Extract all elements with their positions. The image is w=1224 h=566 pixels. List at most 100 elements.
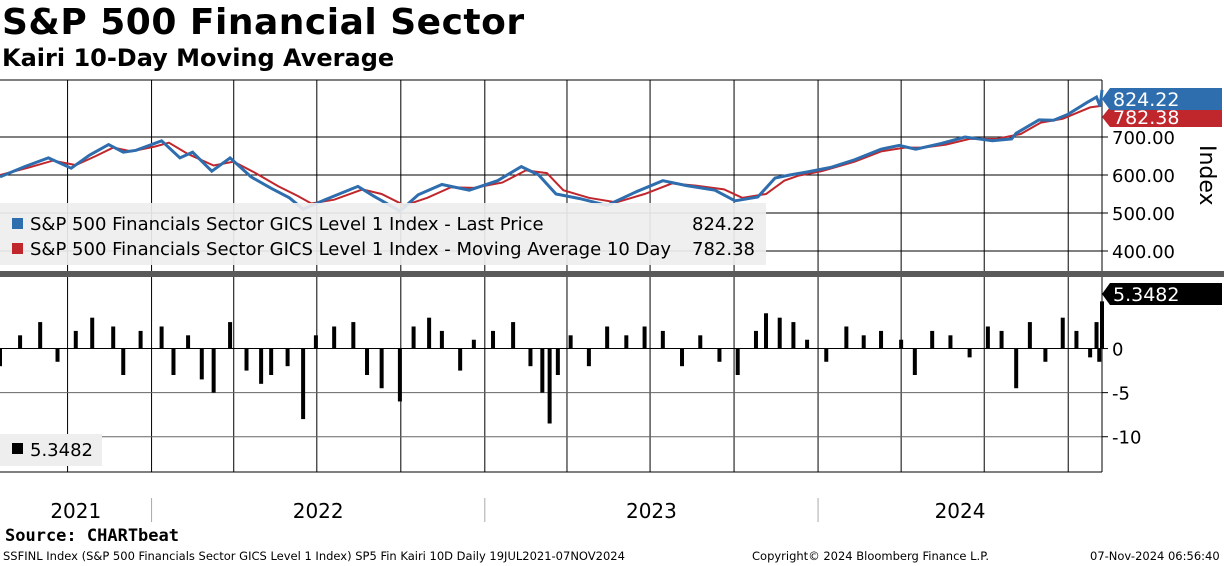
kairi-bar [199, 348, 204, 380]
kairi-bar [332, 326, 337, 349]
kairi-bar [999, 330, 1004, 349]
kairi-bar [912, 348, 917, 375]
kairi-bar [930, 330, 935, 349]
kairi-bar [879, 330, 884, 349]
kairi-bar [824, 348, 829, 362]
kairi-bar [805, 339, 810, 349]
kairi-bar [899, 339, 904, 349]
kairi-bar [427, 317, 432, 349]
kairi-bar [547, 348, 552, 424]
kairi-bar [511, 322, 516, 349]
kairi-bar [351, 322, 356, 349]
kairi-bar [471, 339, 476, 349]
kairi-bar [1014, 348, 1019, 389]
kairi-bar [605, 326, 610, 349]
kairi-bar [259, 348, 264, 384]
kairi-bar [735, 348, 740, 375]
legend-value: 782.38 [692, 239, 755, 260]
last-kairi-tag-box [1102, 283, 1222, 305]
kairi-bar [211, 348, 216, 393]
y-tick-label: 700.00 [1112, 128, 1175, 149]
kairi-bar [171, 348, 176, 375]
last-ma-tag: 782.38 [1113, 107, 1179, 129]
last-price-line [0, 89, 1104, 213]
last-price-tag-box [1102, 88, 1222, 110]
y-tick-label: -10 [1112, 428, 1141, 449]
kairi-bar [586, 348, 591, 367]
kairi-bar [138, 330, 143, 349]
kairi-bar [844, 326, 849, 349]
kairi-bar [1060, 317, 1065, 349]
kairi-bar [313, 335, 318, 349]
kairi-bar [967, 348, 972, 358]
last-price-tag: 824.22 [1113, 89, 1179, 111]
legend-swatch [12, 243, 23, 254]
x-tick-label: 2024 [935, 499, 986, 523]
y-axis-title: Index [1194, 145, 1219, 206]
kairi-bar [73, 330, 78, 349]
kairi-bar [379, 348, 384, 389]
panel-separator [0, 271, 1224, 277]
kairi-bar [269, 348, 274, 375]
kairi-bar [642, 326, 647, 349]
legend-swatch [12, 218, 23, 229]
kairi-bar [1094, 322, 1099, 349]
chart-title: S&P 500 Financial Sector [2, 2, 525, 43]
y-tick-label: 500.00 [1112, 204, 1175, 225]
kairi-bar [1074, 330, 1079, 349]
kairi-bar [38, 322, 43, 349]
kairi-bar [186, 335, 191, 349]
kairi-bar [365, 348, 370, 375]
upper-legend-box [0, 203, 766, 265]
kairi-bar [624, 335, 629, 349]
kairi-bar [717, 348, 722, 362]
kairi-bar [948, 335, 953, 349]
kairi-bar [397, 348, 402, 402]
kairi-bar [568, 335, 573, 349]
kairi-bar [411, 326, 416, 349]
footer-timestamp: 07-Nov-2024 06:56:40 [1090, 549, 1220, 563]
kairi-bar [1100, 301, 1104, 349]
kairi-bar [439, 330, 444, 349]
x-tick-label: 2021 [50, 499, 101, 523]
kairi-bar [55, 348, 60, 362]
kairi-bar [985, 326, 990, 349]
kairi-bar [764, 313, 769, 349]
kairi-bar [660, 330, 665, 349]
kairi-bar [861, 335, 866, 349]
kairi-bar [528, 348, 533, 367]
kairi-bar [491, 330, 496, 349]
legend-value: 824.22 [692, 214, 755, 235]
legend-label: S&P 500 Financials Sector GICS Level 1 I… [30, 214, 544, 235]
kairi-bar [1043, 348, 1048, 362]
y-tick-label: -5 [1112, 384, 1130, 405]
x-tick-label: 2023 [626, 499, 677, 523]
kairi-bar [458, 348, 463, 371]
kairi-bar [228, 322, 233, 349]
y-tick-label: 400.00 [1112, 242, 1175, 263]
kairi-bar [244, 348, 249, 371]
footer-copyright: Copyright© 2024 Bloomberg Finance L.P. [752, 549, 989, 563]
kairi-bar [111, 326, 116, 349]
last-kairi-tag: 5.3482 [1113, 284, 1179, 306]
kairi-bar [1088, 348, 1093, 358]
legend-value: 5.3482 [30, 440, 93, 461]
kairi-bar [555, 348, 560, 375]
kairi-bar [753, 330, 758, 349]
kairi-bar [1027, 322, 1032, 349]
kairi-bar [0, 348, 2, 367]
kairi-bar [680, 348, 685, 367]
chart-subtitle: Kairi 10-Day Moving Average [2, 44, 395, 72]
x-tick-label: 2022 [293, 499, 344, 523]
kairi-bar [777, 317, 782, 349]
last-ma-tag-box [1102, 107, 1222, 127]
kairi-bar [301, 348, 306, 420]
footer-description: SSFINL Index (S&P 500 Financials Sector … [3, 549, 625, 563]
legend-swatch [12, 443, 23, 454]
kairi-bar [90, 317, 95, 349]
kairi-bar [121, 348, 126, 375]
legend-label: S&P 500 Financials Sector GICS Level 1 I… [30, 239, 671, 260]
y-tick-label: 600.00 [1112, 166, 1175, 187]
kairi-bar [791, 322, 796, 349]
